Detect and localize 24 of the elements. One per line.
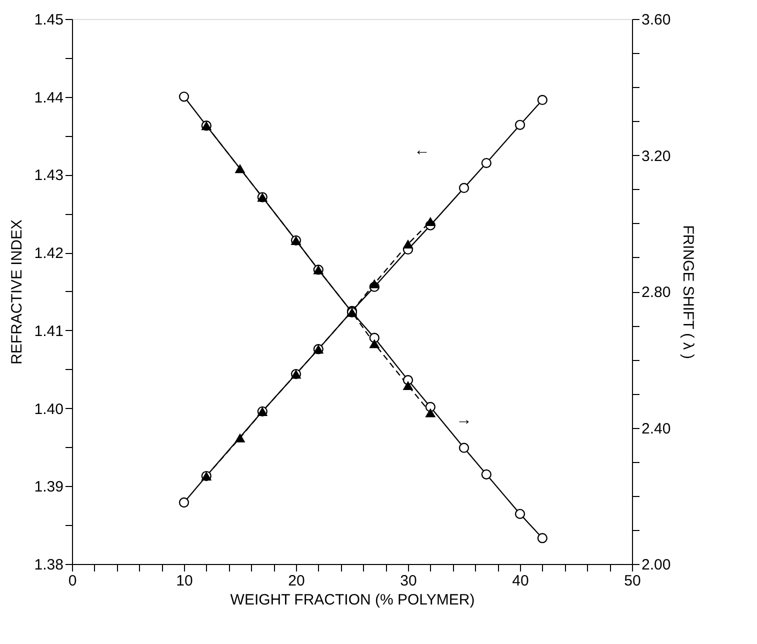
x-tick-label: 30 [400,572,417,590]
y-tick-label: 1.39 [34,478,64,496]
x-tick-label: 50 [624,572,641,590]
y2-tick-label: 2.80 [642,284,671,301]
y-tick-label: 1.41 [34,322,64,340]
y-axis-title: REFRACTIVE INDEX [8,219,26,365]
y2-tick-label: 3.60 [642,12,671,28]
y-tick-label: 1.42 [34,245,64,262]
y-tick-label: 1.38 [34,556,64,574]
y2-tick-label: 3.20 [642,148,671,165]
y2-tick-label: 2.00 [642,556,671,574]
y2-tick-label: 2.40 [642,420,671,438]
x-axis-title: WEIGHT FRACTION (% POLYMER) [230,592,475,608]
x-tick-label: 0 [68,572,77,590]
y-tick-label: 1.45 [34,12,64,28]
y-tick-label: 1.44 [34,89,64,106]
y-tick-label: 1.43 [34,167,64,184]
annotation: → [456,412,472,429]
annotation: ← [414,142,430,159]
x-tick-label: 20 [288,572,305,590]
y2-axis-title: FRINGE SHIFT ( λ ) [680,225,697,359]
x-tick-label: 40 [512,572,529,590]
x-tick-label: 10 [176,572,193,590]
y-tick-label: 1.40 [34,400,64,418]
